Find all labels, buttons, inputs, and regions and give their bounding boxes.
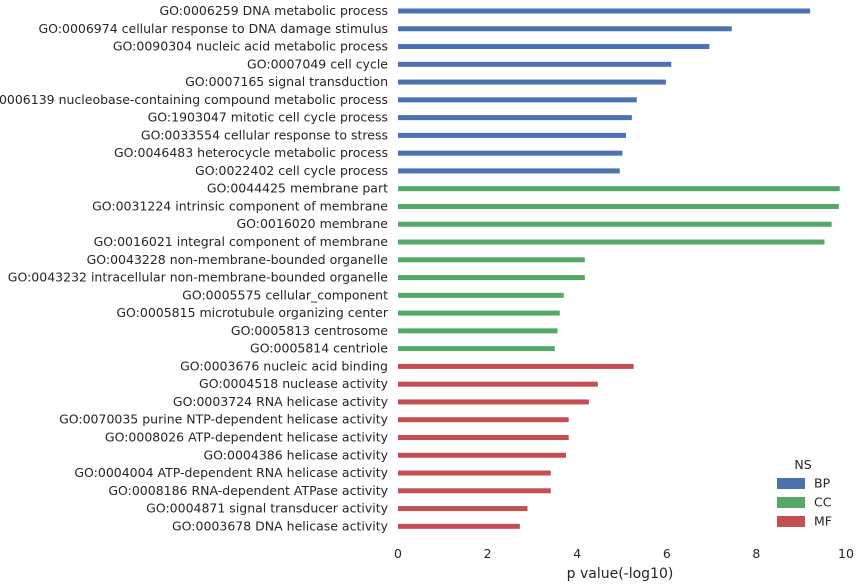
- x-axis-label: p value(-log10): [567, 566, 674, 582]
- category-label: GO:0033554 cellular response to stress: [141, 127, 388, 142]
- category-label: GO:0007165 signal transduction: [185, 74, 388, 89]
- legend-label-bp: BP: [814, 476, 831, 491]
- category-label: GO:0006259 DNA metabolic process: [160, 3, 389, 18]
- x-tick-label: 0: [394, 546, 402, 561]
- category-label: GO:0070035 purine NTP-dependent helicase…: [59, 412, 389, 427]
- category-label: GO:0005815 microtubule organizing center: [116, 305, 389, 320]
- bar-mf-29: [398, 523, 520, 529]
- category-label: GO:0004386 helicase activity: [203, 447, 388, 462]
- bar-bp-5: [398, 97, 637, 103]
- category-label: GO:0003724 RNA helicase activity: [173, 394, 389, 409]
- bars-layer: [398, 8, 840, 529]
- category-label: GO:0022402 cell cycle process: [195, 163, 388, 178]
- legend-title: NS: [794, 457, 811, 472]
- category-label: GO:0005813 centrosome: [231, 323, 388, 338]
- legend-swatch-cc: [777, 497, 805, 508]
- bar-mf-21: [398, 381, 598, 387]
- bar-cc-16: [398, 292, 564, 298]
- bar-bp-9: [398, 168, 620, 174]
- bar-mf-22: [398, 399, 589, 405]
- bar-bp-4: [398, 79, 666, 85]
- category-label: GO:0005575 cellular_component: [182, 287, 388, 302]
- category-label: GO:0016020 membrane: [236, 216, 388, 231]
- x-tick-label: 8: [752, 546, 760, 561]
- legend-swatch-mf: [777, 516, 805, 527]
- x-tick-label: 2: [484, 546, 492, 561]
- bar-bp-7: [398, 132, 627, 138]
- bar-mf-26: [398, 470, 551, 476]
- x-axis-ticks: 0 2 4 6 8 10: [394, 546, 854, 561]
- category-label: GO:0044425 membrane part: [207, 181, 388, 196]
- category-label: GO:0003678 DNA helicase activity: [172, 518, 389, 533]
- legend-label-mf: MF: [814, 514, 832, 529]
- bar-bp-2: [398, 44, 710, 50]
- bar-cc-19: [398, 346, 555, 352]
- bar-cc-14: [398, 257, 585, 263]
- legend: NS BP CC MF: [777, 457, 832, 529]
- bar-cc-17: [398, 310, 560, 316]
- bar-bp-6: [398, 115, 632, 121]
- bar-mf-23: [398, 417, 569, 423]
- bar-mf-28: [398, 506, 528, 512]
- category-label: GO:0043228 non-membrane-bounded organell…: [87, 252, 389, 267]
- legend-swatch-bp: [777, 478, 805, 489]
- category-label: GO:0016021 integral component of membran…: [94, 234, 389, 249]
- bar-bp-1: [398, 26, 732, 32]
- x-tick-label: 6: [663, 546, 671, 561]
- category-label: GO:0043232 intracellular non-membrane-bo…: [8, 270, 389, 285]
- bar-cc-10: [398, 186, 840, 192]
- category-label: GO:1903047 mitotic cell cycle process: [148, 110, 388, 125]
- category-label: GO:0031224 intrinsic component of membra…: [92, 198, 388, 213]
- bar-bp-3: [398, 61, 672, 67]
- category-label: GO:0090304 nucleic acid metabolic proces…: [113, 39, 388, 54]
- category-label: GO:0006139 nucleobase-containing compoun…: [0, 92, 388, 107]
- category-label: GO:0003676 nucleic acid binding: [180, 358, 388, 373]
- x-tick-label: 10: [838, 546, 854, 561]
- category-label: GO:0004518 nuclease activity: [199, 376, 389, 391]
- bar-cc-15: [398, 275, 585, 281]
- x-tick-label: 4: [573, 546, 581, 561]
- category-label: GO:0046483 heterocycle metabolic process: [114, 145, 388, 160]
- bar-cc-18: [398, 328, 558, 334]
- legend-label-cc: CC: [814, 495, 832, 510]
- bar-bp-8: [398, 150, 623, 156]
- category-label: GO:0008026 ATP-dependent helicase activi…: [105, 429, 389, 444]
- category-label: GO:0005814 centriole: [250, 341, 388, 356]
- category-label: GO:0004004 ATP-dependent RNA helicase ac…: [74, 465, 388, 480]
- category-labels: GO:0006259 DNA metabolic process GO:00069…: [0, 3, 389, 533]
- category-label: GO:0004871 signal transducer activity: [146, 501, 388, 516]
- category-label: GO:0007049 cell cycle: [247, 56, 388, 71]
- bar-cc-11: [398, 203, 839, 209]
- bar-cc-12: [398, 221, 832, 227]
- bar-mf-24: [398, 434, 569, 440]
- bar-mf-27: [398, 488, 551, 494]
- bar-cc-13: [398, 239, 825, 245]
- bar-bp-0: [398, 8, 811, 14]
- category-label: GO:0008186 RNA-dependent ATPase activity: [108, 483, 388, 498]
- bar-mf-20: [398, 363, 634, 369]
- category-label: GO:0006974 cellular response to DNA dama…: [38, 21, 388, 36]
- bar-mf-25: [398, 452, 566, 458]
